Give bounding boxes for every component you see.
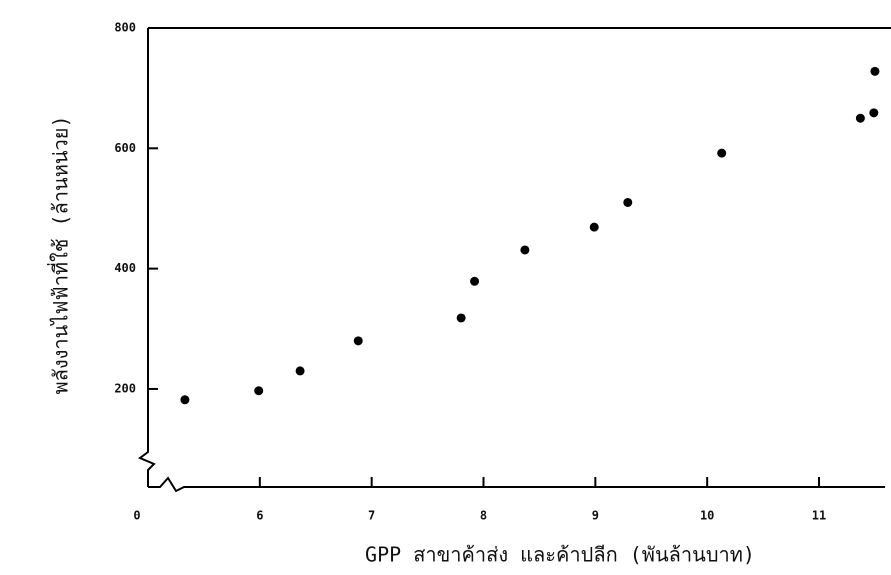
x-tick-label: 9	[592, 509, 599, 523]
x-tick-label: 6	[256, 509, 263, 523]
data-point	[353, 336, 363, 346]
data-point	[470, 276, 480, 286]
data-point	[589, 222, 599, 232]
data-point	[855, 113, 865, 123]
x-axis	[148, 476, 885, 493]
y-axis-label: พลังงานไฟฟ้าที่ใช้ (ล้านหน่วย)	[47, 115, 73, 394]
x-tick-label: 7	[368, 509, 375, 523]
data-point	[623, 197, 633, 207]
data-point	[254, 386, 264, 396]
y-tick-label: 800	[114, 21, 136, 35]
data-point	[295, 366, 305, 376]
y-tick-label: 600	[114, 141, 136, 155]
x-tick-label: 8	[480, 509, 487, 523]
y-tick-label: 200	[114, 381, 136, 395]
x-tick-label: 11	[812, 509, 826, 523]
data-point	[717, 148, 727, 158]
x-axis-label: GPP สาขาค้าส่ง และค้าปลีก (พันล้านบาท)	[365, 543, 755, 567]
data-point	[180, 395, 190, 405]
y-tick-label: 400	[114, 261, 136, 275]
data-point	[520, 245, 530, 255]
data-point	[869, 108, 879, 118]
data-point	[456, 313, 466, 323]
data-point	[870, 66, 880, 76]
y-axis	[138, 28, 156, 487]
origin-label: 0	[133, 509, 140, 523]
x-tick-label: 10	[700, 509, 714, 523]
